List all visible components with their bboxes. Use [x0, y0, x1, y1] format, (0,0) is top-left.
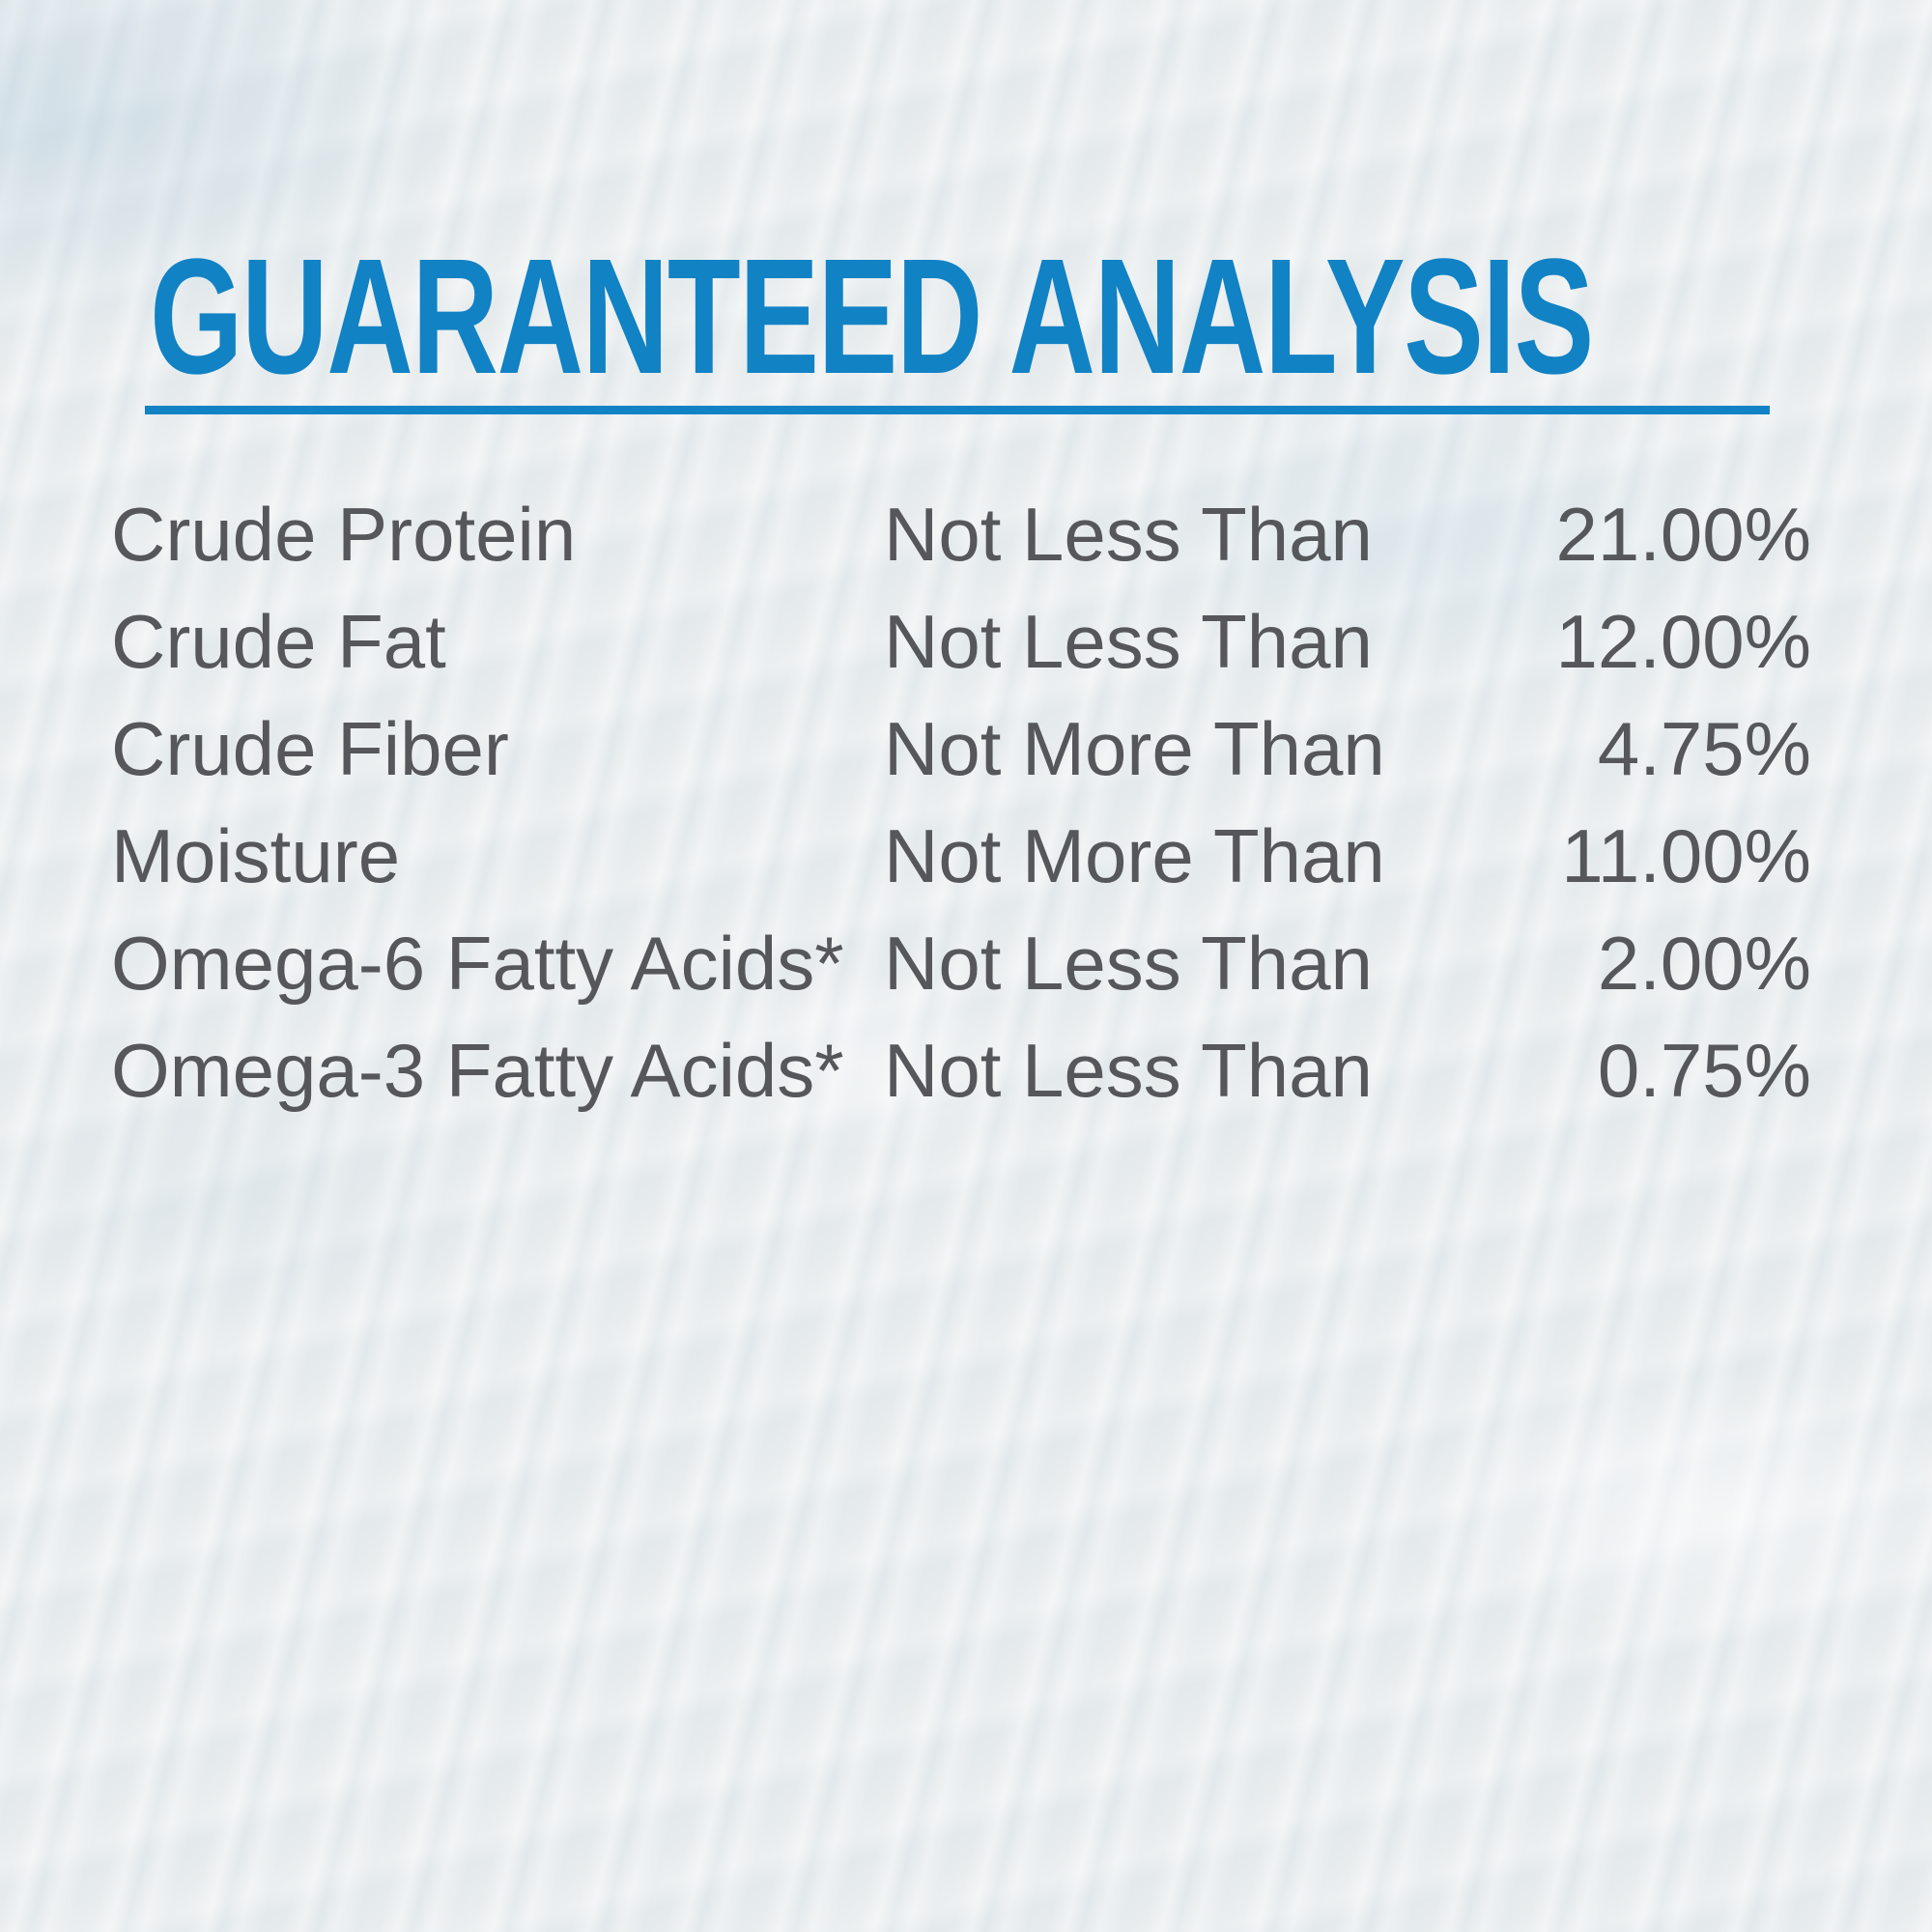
nutrient-name: Crude Fiber — [111, 706, 509, 791]
value-percent: 2.00% — [1597, 921, 1811, 1006]
qualifier-label: Not Less Than — [884, 1028, 1373, 1113]
value-percent: 21.00% — [1555, 492, 1811, 577]
nutrient-name: Omega-3 Fatty Acids* — [111, 1028, 844, 1113]
qualifier-label: Not More Than — [884, 706, 1385, 791]
value-percent: 0.75% — [1597, 1028, 1811, 1113]
page-title: GUARANTEED ANALYSIS — [150, 225, 1594, 409]
table-row: Crude Protein Not Less Than 21.00% — [111, 481, 1811, 588]
nutrient-name: Crude Protein — [111, 492, 577, 577]
guaranteed-analysis-table: Crude Protein Not Less Than 21.00% Crude… — [111, 481, 1811, 1124]
nutrient-name: Omega-6 Fatty Acids* — [111, 921, 844, 1006]
title-underline — [145, 406, 1770, 414]
qualifier-label: Not Less Than — [884, 492, 1373, 577]
table-row: Omega-3 Fatty Acids* Not Less Than 0.75% — [111, 1017, 1811, 1124]
qualifier-label: Not Less Than — [884, 599, 1373, 684]
value-percent: 4.75% — [1597, 706, 1811, 791]
table-row: Omega-6 Fatty Acids* Not Less Than 2.00% — [111, 910, 1811, 1017]
qualifier-label: Not More Than — [884, 813, 1385, 898]
table-row: Crude Fiber Not More Than 4.75% — [111, 696, 1811, 803]
value-percent: 11.00% — [1561, 813, 1811, 898]
qualifier-label: Not Less Than — [884, 921, 1373, 1006]
table-row: Crude Fat Not Less Than 12.00% — [111, 588, 1811, 696]
nutrient-name: Crude Fat — [111, 599, 446, 684]
value-percent: 12.00% — [1555, 599, 1811, 684]
table-row: Moisture Not More Than 11.00% — [111, 803, 1811, 910]
nutrient-name: Moisture — [111, 813, 401, 898]
